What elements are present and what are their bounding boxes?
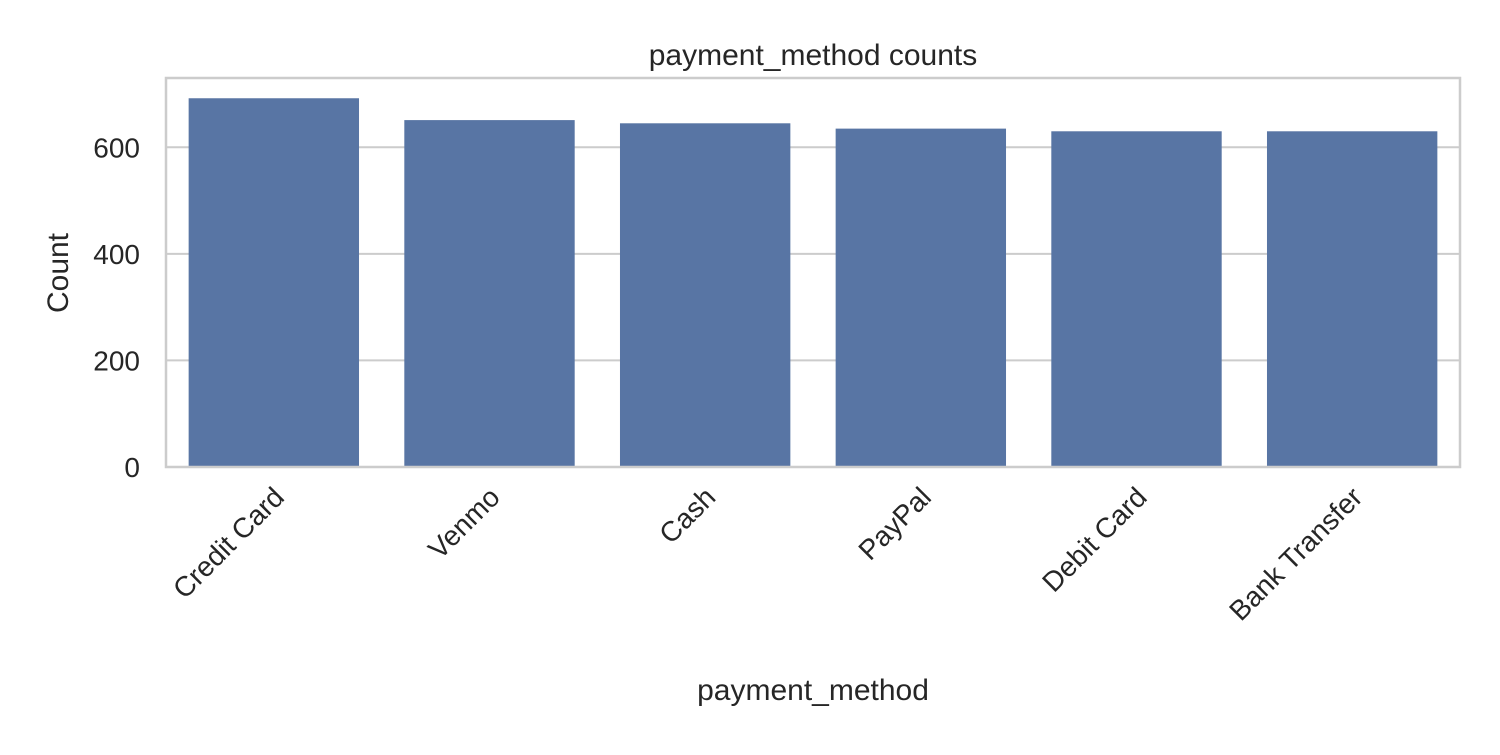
x-tick-label-credit-card: Credit Card xyxy=(167,481,290,604)
x-tick-label-bank-transfer: Bank Transfer xyxy=(1223,481,1368,626)
gridlines xyxy=(166,146,1460,362)
x-tick-label-paypal: PayPal xyxy=(852,481,937,566)
plot-frame xyxy=(164,76,1462,469)
bar-paypal xyxy=(835,128,1007,467)
bar-venmo xyxy=(404,120,575,467)
plot-area xyxy=(166,78,1460,467)
y-tick-labels: 0 200 400 600 xyxy=(93,132,140,483)
x-tick-label-debit-card: Debit Card xyxy=(1036,481,1153,598)
y-tick-label-200: 200 xyxy=(93,345,140,376)
x-tick-labels: Credit Card Venmo Cash PayPal Debit Card Bank… xyxy=(167,481,1368,626)
x-axis-label: payment_method xyxy=(697,674,929,707)
x-tick-label-venmo: Venmo xyxy=(422,481,506,565)
y-axis-label: Count xyxy=(42,232,75,313)
bar-bank-transfer xyxy=(1266,131,1438,468)
bar-cash xyxy=(619,123,791,467)
y-tick-label-400: 400 xyxy=(93,239,140,270)
x-tick-label-cash: Cash xyxy=(653,481,721,549)
chart-title: payment_method counts xyxy=(649,39,978,72)
bar-credit-card xyxy=(188,98,360,467)
y-tick-label-600: 600 xyxy=(93,132,140,163)
bars xyxy=(188,98,1438,468)
y-tick-label-0: 0 xyxy=(124,452,140,483)
bar-debit-card xyxy=(1051,131,1222,468)
